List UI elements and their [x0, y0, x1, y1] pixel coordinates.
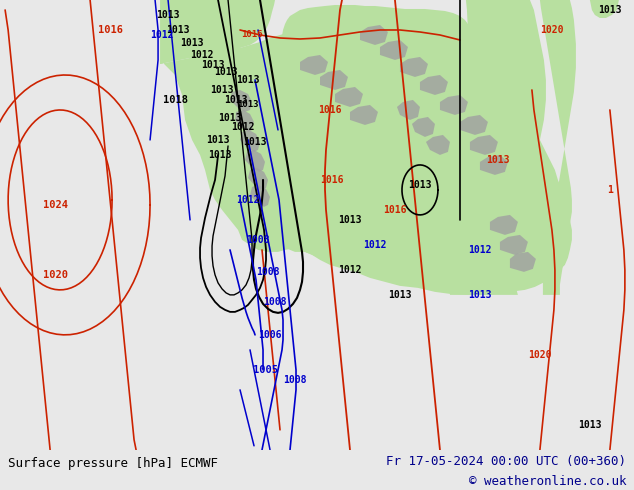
Text: 1012: 1012	[231, 122, 255, 132]
Text: 1013: 1013	[218, 113, 242, 123]
Polygon shape	[230, 90, 252, 112]
Polygon shape	[245, 150, 265, 172]
Text: Fr 17-05-2024 00:00 UTC (00+360): Fr 17-05-2024 00:00 UTC (00+360)	[386, 455, 626, 467]
Text: 1020: 1020	[528, 350, 552, 360]
Text: 1005: 1005	[252, 365, 278, 375]
Polygon shape	[510, 252, 536, 272]
Polygon shape	[420, 75, 448, 95]
Polygon shape	[500, 235, 528, 255]
Polygon shape	[350, 105, 378, 125]
Polygon shape	[470, 135, 498, 155]
Text: 1008: 1008	[263, 297, 287, 307]
Text: 1012: 1012	[468, 245, 492, 255]
Polygon shape	[320, 70, 348, 90]
Polygon shape	[590, 0, 619, 18]
Text: 1013: 1013	[486, 155, 510, 165]
Text: 1008: 1008	[283, 375, 307, 385]
Text: 1013: 1013	[408, 180, 432, 190]
Text: 1020: 1020	[540, 25, 564, 35]
Text: 1016: 1016	[98, 25, 122, 35]
Text: 1012: 1012	[236, 195, 260, 205]
Polygon shape	[440, 95, 468, 115]
Polygon shape	[335, 87, 363, 107]
Text: 1013: 1013	[157, 10, 180, 20]
Text: 1013: 1013	[388, 290, 411, 300]
Polygon shape	[300, 55, 328, 75]
Text: 1013: 1013	[224, 95, 248, 105]
Text: 1012: 1012	[150, 30, 174, 40]
Polygon shape	[400, 57, 428, 77]
Polygon shape	[248, 168, 268, 190]
Text: 1016: 1016	[320, 175, 344, 185]
Text: 1020: 1020	[42, 270, 68, 280]
Text: 1013: 1013	[468, 290, 492, 300]
Text: 1013: 1013	[166, 25, 190, 35]
Polygon shape	[360, 25, 388, 45]
Polygon shape	[235, 110, 254, 132]
Text: 1008: 1008	[246, 235, 270, 245]
Polygon shape	[397, 100, 420, 120]
Text: 1012: 1012	[338, 265, 362, 275]
Polygon shape	[380, 40, 408, 60]
Text: Surface pressure [hPa] ECMWF: Surface pressure [hPa] ECMWF	[8, 457, 217, 470]
Text: 1013: 1013	[206, 135, 230, 145]
Polygon shape	[480, 155, 508, 175]
Text: 1012: 1012	[363, 240, 387, 250]
Polygon shape	[160, 0, 572, 295]
Text: 1013: 1013	[236, 75, 260, 85]
Text: 1013: 1013	[214, 67, 238, 77]
Polygon shape	[268, 5, 470, 258]
Text: 1012: 1012	[190, 50, 214, 60]
Polygon shape	[412, 117, 435, 137]
Text: 1016: 1016	[318, 105, 342, 115]
Text: 1008: 1008	[256, 267, 280, 277]
Polygon shape	[450, 0, 546, 295]
Text: 1018: 1018	[162, 95, 188, 105]
Text: 1013: 1013	[180, 38, 204, 48]
Text: 1013: 1013	[578, 420, 602, 430]
Text: 1013: 1013	[210, 85, 234, 95]
Text: 1006: 1006	[258, 330, 281, 340]
Polygon shape	[540, 0, 576, 295]
Polygon shape	[240, 130, 260, 152]
Text: 1013: 1013	[338, 215, 362, 225]
Polygon shape	[460, 115, 488, 135]
Text: © weatheronline.co.uk: © weatheronline.co.uk	[469, 475, 626, 489]
Polygon shape	[250, 185, 270, 207]
Text: 1013: 1013	[598, 5, 621, 15]
Text: 1013: 1013	[209, 150, 232, 160]
Text: 1016: 1016	[383, 205, 407, 215]
Text: 1013: 1013	[243, 137, 267, 147]
Text: 1013: 1013	[237, 100, 259, 109]
Text: 1024: 1024	[42, 200, 68, 210]
Text: 1: 1	[607, 185, 613, 195]
Polygon shape	[190, 0, 367, 258]
Polygon shape	[160, 0, 275, 64]
Polygon shape	[426, 135, 450, 155]
Polygon shape	[490, 215, 518, 235]
Text: 1016: 1016	[242, 30, 262, 40]
Text: 1013: 1013	[201, 60, 225, 70]
